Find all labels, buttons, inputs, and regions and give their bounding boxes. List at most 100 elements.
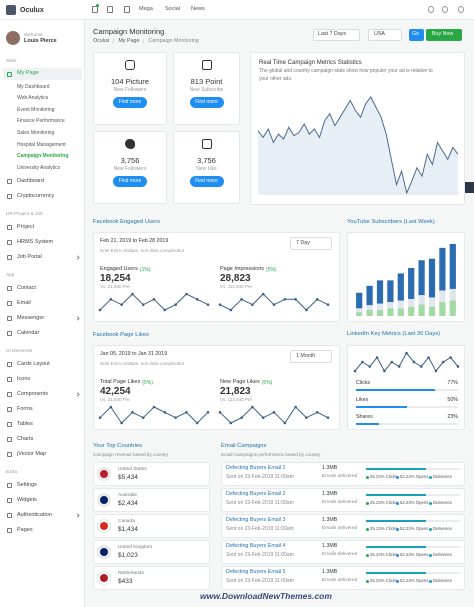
sidebar-item[interactable]: Messenger <box>17 315 45 322</box>
email-size: 1.3MB <box>322 569 338 576</box>
sidebar-item[interactable]: Authentication <box>17 512 52 519</box>
country-name: United States <box>118 466 147 472</box>
bar-segment <box>449 288 456 301</box>
top-icon[interactable] <box>124 6 130 13</box>
sidebar-subitem[interactable]: Web Analytics <box>17 95 49 102</box>
buy-button-label[interactable]: Buy Now <box>432 31 454 38</box>
sidebar-item[interactable]: Pages <box>17 527 33 534</box>
legend-dot <box>396 527 399 531</box>
sidebar-section-title: UI Elements <box>6 349 33 355</box>
sidebar-item[interactable]: Cards Layout <box>17 361 50 368</box>
sidebar-subitem[interactable]: University Analytics <box>17 164 61 171</box>
top-right-icon[interactable] <box>442 6 448 13</box>
point <box>109 405 113 409</box>
email-name[interactable]: Defecting Buyers Email 4 <box>226 543 286 550</box>
sidebar-item[interactable]: HRMS System <box>17 239 54 246</box>
email-name[interactable]: Defecting Buyers Email 5 <box>226 569 286 576</box>
stat-button-label[interactable]: Find more <box>118 178 142 184</box>
sidebar-item[interactable]: Project <box>17 224 35 231</box>
sidebar-item[interactable]: Job Portal <box>17 254 42 261</box>
sidebar-subitem[interactable]: Finance Performance <box>17 118 65 125</box>
sidebar-subitem[interactable]: Sales Monitoring <box>17 129 55 136</box>
top-icon[interactable] <box>107 6 113 13</box>
email-stat: 52.23% Opens <box>400 473 429 479</box>
sidebar-item[interactable]: Cryptocurrency <box>17 193 55 200</box>
select[interactable] <box>290 350 332 363</box>
sidebar-subitem[interactable]: Hospital Management <box>17 141 66 148</box>
progress-bar <box>366 468 426 470</box>
date-range: Jan 05, 2019 to Jan 31 2019 <box>100 351 168 358</box>
email-sent: Sent on 23-Feb-2019 11:00am <box>226 499 294 506</box>
email-name[interactable]: Defecting Buyers Email 3 <box>226 517 286 524</box>
stat-button-label[interactable]: Find more <box>195 99 218 105</box>
email-row <box>221 566 465 590</box>
email-status: Emails delivered <box>322 551 358 557</box>
metric-change: (5%) <box>142 379 153 386</box>
sidebar-item[interactable]: Widgets <box>17 497 37 504</box>
top-right-icon[interactable] <box>428 6 434 13</box>
legend-dot <box>429 527 432 531</box>
select[interactable] <box>313 29 360 41</box>
sidebar-subitem[interactable]: Event Monitoring <box>17 106 55 113</box>
sidebar-icon <box>7 422 12 428</box>
stat-button[interactable] <box>189 176 224 187</box>
stat-button-label[interactable]: Find more <box>118 99 142 105</box>
sidebar-icon <box>7 407 12 413</box>
email-name[interactable]: Defecting Buyers Email 2 <box>226 491 286 498</box>
period-select[interactable]: 1 Month <box>296 352 316 359</box>
buy-button[interactable] <box>426 29 462 41</box>
sidebar-subitem[interactable]: Campaign Monitoring <box>17 153 69 160</box>
email-row <box>221 462 465 486</box>
period-select[interactable]: 7 Day <box>296 239 310 246</box>
top-right-icon[interactable] <box>458 6 464 13</box>
sidebar-item[interactable]: Contact <box>17 285 36 292</box>
point <box>120 303 123 306</box>
sidebar-icon <box>7 301 12 307</box>
go-button-label[interactable]: Go <box>412 31 420 38</box>
sidebar-item[interactable]: Calendar <box>17 330 40 337</box>
user-name[interactable]: Louis Pierce <box>24 38 57 45</box>
stat-icon <box>125 139 135 149</box>
toggle-icon[interactable] <box>463 182 474 193</box>
go-button[interactable] <box>409 29 424 41</box>
sidebar-item[interactable]: Settings <box>17 482 37 489</box>
bar-segment <box>376 280 384 304</box>
bar-segment <box>387 302 394 309</box>
top-icon[interactable] <box>92 6 98 13</box>
top-menu-item[interactable]: News <box>191 6 205 13</box>
sidebar-item[interactable]: Email <box>17 300 31 307</box>
metric-label: New Page Likes <box>220 379 260 386</box>
sidebar-icon <box>7 71 12 77</box>
stat-button[interactable] <box>113 176 147 187</box>
sidebar-item[interactable]: My Page <box>17 70 39 77</box>
sidebar-item[interactable]: Charts <box>17 436 34 443</box>
point <box>397 365 401 368</box>
sidebar-item[interactable]: Dashboard <box>17 178 44 185</box>
email-name[interactable]: Defecting Buyers Email 1 <box>226 465 286 472</box>
country-name: United Kingdom <box>118 544 153 550</box>
email-status: Emails delivered <box>322 499 358 505</box>
point <box>229 421 233 425</box>
select[interactable] <box>368 29 402 41</box>
sidebar-item[interactable]: Components <box>17 391 49 398</box>
sidebar-item[interactable]: Forms <box>17 406 33 413</box>
stat-button-label[interactable]: Find more <box>195 178 218 184</box>
sidebar-subitem[interactable]: My Dashboard <box>17 83 50 90</box>
top-menu-item[interactable]: Social <box>165 6 180 13</box>
section-title: Email Campaigns <box>221 443 267 450</box>
email-sent: Sent on 23-Feb-2019 11:00am <box>226 473 294 480</box>
select[interactable] <box>290 237 332 250</box>
top-menu-item[interactable]: Mega <box>139 6 153 13</box>
sidebar-item[interactable]: Icons <box>17 376 31 383</box>
sidebar-icon <box>7 452 12 458</box>
stat-label: New Like <box>196 165 217 172</box>
sidebar-item[interactable]: Tables <box>17 421 33 428</box>
stat-button[interactable] <box>189 97 224 108</box>
metric-previous: Vs. 112,540 Pre <box>220 397 252 403</box>
stat-button[interactable] <box>113 97 147 108</box>
breadcrumb-item[interactable]: My Page <box>118 38 140 45</box>
breadcrumb-item[interactable]: Oculux <box>93 38 110 45</box>
progress-bar <box>366 546 426 548</box>
sidebar-item[interactable]: jVector Map <box>17 451 47 458</box>
legend-dot <box>429 475 432 479</box>
